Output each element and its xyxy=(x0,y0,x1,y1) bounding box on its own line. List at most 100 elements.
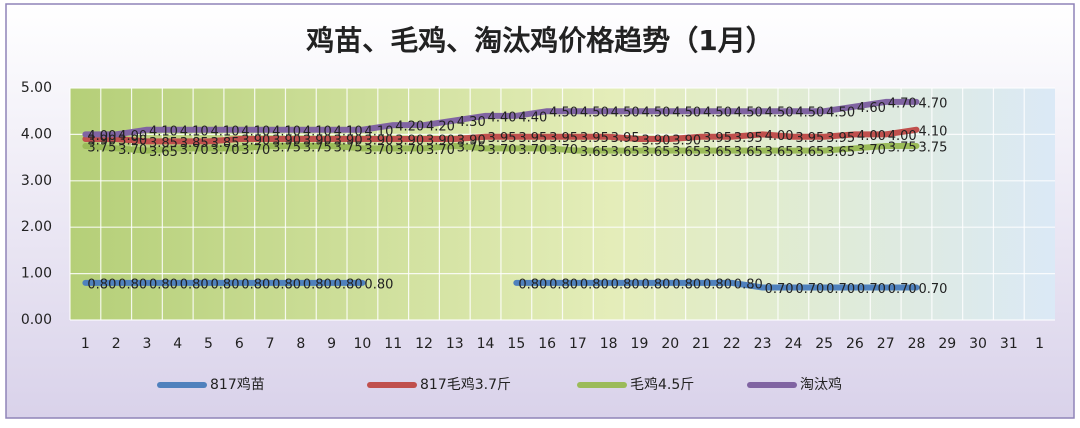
data-label: 0.80 xyxy=(549,277,578,292)
x-tick-label: 1 xyxy=(1035,336,1044,352)
x-tick-label: 24 xyxy=(784,336,802,352)
data-label: 3.70 xyxy=(118,143,147,158)
data-label: 3.70 xyxy=(395,143,424,158)
data-label: 3.70 xyxy=(426,143,455,158)
x-tick-label: 4 xyxy=(173,336,182,352)
data-label: 0.80 xyxy=(580,277,609,292)
data-label: 3.70 xyxy=(857,143,886,158)
data-label: 3.65 xyxy=(641,145,670,160)
data-label: 0.80 xyxy=(180,277,209,292)
data-label: 4.50 xyxy=(795,106,824,121)
data-label: 3.70 xyxy=(488,143,517,158)
series-line xyxy=(513,279,920,291)
data-label: 4.70 xyxy=(918,96,947,111)
data-label: 0.80 xyxy=(641,277,670,292)
data-label: 4.10 xyxy=(149,124,178,139)
data-label: 3.95 xyxy=(580,131,609,146)
data-label: 0.70 xyxy=(765,282,794,297)
data-label: 3.95 xyxy=(518,131,547,146)
x-tick-label: 13 xyxy=(446,336,464,352)
data-label: 3.70 xyxy=(549,143,578,158)
data-label: 3.95 xyxy=(703,131,732,146)
x-tick-label: 3 xyxy=(142,336,151,352)
x-tick-label: 29 xyxy=(938,336,956,352)
data-label: 0.80 xyxy=(672,277,701,292)
data-label: 4.10 xyxy=(211,124,240,139)
data-label: 3.95 xyxy=(549,131,578,146)
x-tick-label: 30 xyxy=(969,336,987,352)
data-label: 3.75 xyxy=(272,141,301,156)
data-label: 3.70 xyxy=(364,143,393,158)
data-label: 0.80 xyxy=(734,277,763,292)
data-label: 0.70 xyxy=(888,282,917,297)
data-label: 3.90 xyxy=(272,134,301,149)
x-tick-label: 15 xyxy=(507,336,525,352)
data-label: 4.40 xyxy=(518,110,547,125)
data-label: 4.50 xyxy=(549,106,578,121)
data-label: 3.95 xyxy=(488,131,517,146)
data-label: 3.70 xyxy=(211,143,240,158)
data-label: 4.10 xyxy=(303,124,332,139)
x-tick-label: 8 xyxy=(296,336,305,352)
data-label: 4.10 xyxy=(180,124,209,139)
y-tick-label: 3.00 xyxy=(21,173,52,189)
data-label: 4.50 xyxy=(765,106,794,121)
data-label: 4.20 xyxy=(426,120,455,135)
x-tick-label: 25 xyxy=(815,336,833,352)
series-line xyxy=(82,98,920,138)
data-label: 3.70 xyxy=(518,143,547,158)
data-label: 0.80 xyxy=(87,277,116,292)
data-label: 4.50 xyxy=(641,106,670,121)
data-label: 4.50 xyxy=(826,106,855,121)
data-label: 3.95 xyxy=(826,131,855,146)
data-label: 3.90 xyxy=(118,134,147,149)
x-tick-label: 31 xyxy=(1000,336,1018,352)
data-label: 3.75 xyxy=(918,141,947,156)
data-label: 4.20 xyxy=(395,120,424,135)
legend-label: 817鸡苗 xyxy=(210,376,265,393)
data-label: 0.80 xyxy=(518,277,547,292)
data-label: 3.75 xyxy=(87,141,116,156)
x-tick-label: 5 xyxy=(204,336,213,352)
data-label: 3.95 xyxy=(795,131,824,146)
data-label: 3.90 xyxy=(457,134,486,149)
data-label: 3.65 xyxy=(703,145,732,160)
data-label: 4.00 xyxy=(888,129,917,144)
x-tick-label: 9 xyxy=(327,336,336,352)
data-label: 3.75 xyxy=(888,141,917,156)
data-label: 3.75 xyxy=(457,141,486,156)
data-label: 0.80 xyxy=(118,277,147,292)
y-tick-label: 1.00 xyxy=(21,266,52,282)
x-tick-label: 10 xyxy=(354,336,372,352)
data-label: 3.65 xyxy=(672,145,701,160)
x-tick-label: 21 xyxy=(692,336,710,352)
data-label: 0.80 xyxy=(149,277,178,292)
data-label: 3.65 xyxy=(795,145,824,160)
legend-label: 淘汰鸡 xyxy=(800,376,842,393)
data-label: 0.80 xyxy=(272,277,301,292)
data-label: 3.90 xyxy=(334,134,363,149)
x-tick-label: 27 xyxy=(877,336,895,352)
data-label: 4.40 xyxy=(488,110,517,125)
y-tick-label: 5.00 xyxy=(21,80,52,96)
data-label: 3.90 xyxy=(241,134,270,149)
data-label: 4.00 xyxy=(87,129,116,144)
data-label: 0.70 xyxy=(918,282,947,297)
data-label: 4.30 xyxy=(457,115,486,130)
legend-label: 毛鸡4.5斤 xyxy=(630,376,694,393)
data-label: 3.65 xyxy=(580,145,609,160)
data-label: 0.80 xyxy=(241,277,270,292)
data-label: 4.10 xyxy=(241,124,270,139)
data-label: 3.70 xyxy=(241,143,270,158)
x-tick-label: 1 xyxy=(81,336,90,352)
data-label: 4.10 xyxy=(364,124,393,139)
data-label: 4.10 xyxy=(918,124,947,139)
data-label: 4.00 xyxy=(765,129,794,144)
x-tick-label: 7 xyxy=(266,336,275,352)
data-label: 0.80 xyxy=(611,277,640,292)
data-label: 3.70 xyxy=(180,143,209,158)
data-label: 4.50 xyxy=(672,106,701,121)
x-tick-label: 26 xyxy=(846,336,864,352)
data-label: 4.00 xyxy=(857,129,886,144)
